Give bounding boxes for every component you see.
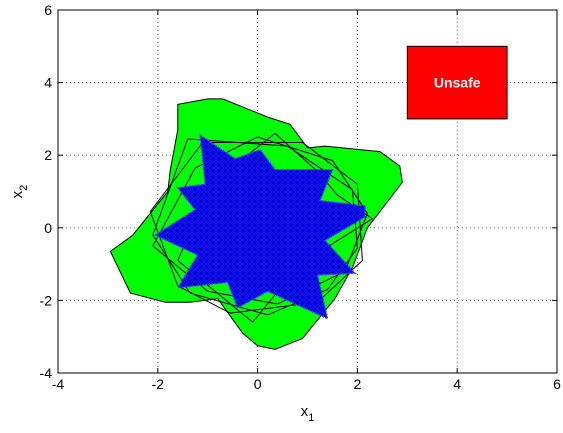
unsafe-region-label: Unsafe bbox=[434, 75, 481, 91]
x-axis-label-main: x bbox=[301, 403, 309, 420]
x-tick-label: -2 bbox=[152, 376, 165, 392]
x-tick-label: -4 bbox=[52, 376, 65, 392]
y-tick-label: -4 bbox=[40, 365, 53, 381]
y-tick-label: 0 bbox=[44, 220, 52, 236]
x-axis-label-subscript: 1 bbox=[308, 412, 314, 424]
y-tick-label: 2 bbox=[44, 147, 52, 163]
x-tick-label: 6 bbox=[553, 376, 561, 392]
axes-frame bbox=[57, 9, 558, 374]
y-tick-label: -2 bbox=[40, 292, 53, 308]
plot-content: Unsafe bbox=[109, 45, 508, 350]
y-axis-label-subscript: 2 bbox=[18, 185, 30, 191]
y-tick-label: 4 bbox=[44, 75, 52, 91]
x-tick-label: 2 bbox=[354, 376, 362, 392]
star-set-region bbox=[153, 133, 366, 320]
x-axis-label: x1 bbox=[301, 403, 315, 424]
y-tick-label: 6 bbox=[44, 2, 52, 18]
y-axis-label-main: x bbox=[9, 190, 26, 198]
y-axis-label: x2 bbox=[9, 185, 30, 199]
unsafe-region bbox=[406, 45, 508, 120]
x-tick-label: 0 bbox=[254, 376, 262, 392]
x-tick-label: 4 bbox=[453, 376, 461, 392]
trajectory-outline bbox=[152, 138, 358, 316]
